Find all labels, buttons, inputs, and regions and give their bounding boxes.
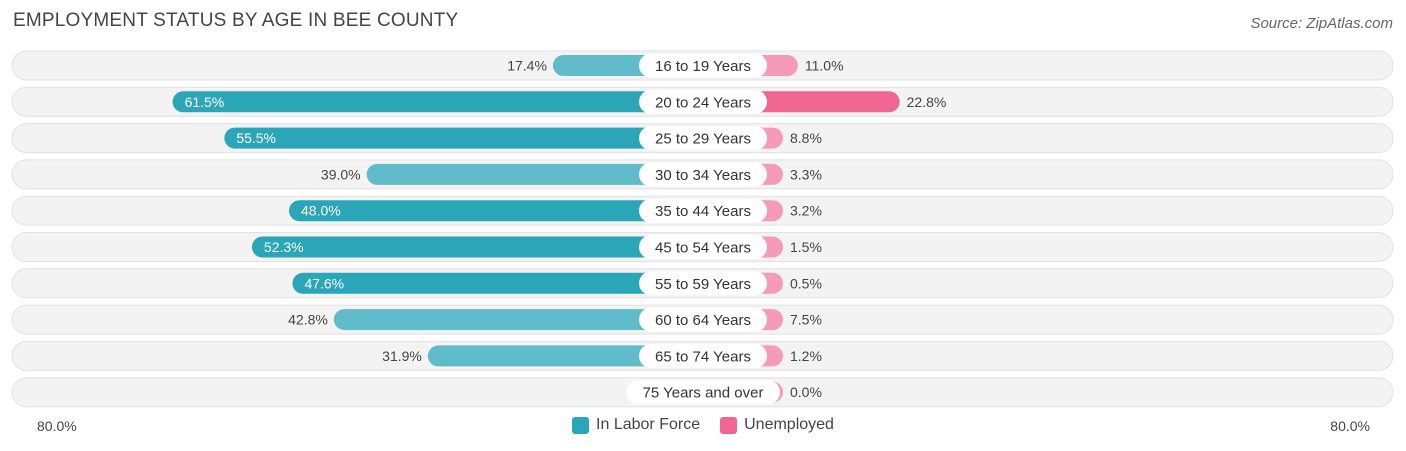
value-label-labor-force: 42.8%: [288, 312, 328, 328]
category-pill: [639, 343, 767, 368]
value-label-unemployed: 0.5%: [790, 275, 822, 291]
value-label-labor-force: 31.9%: [382, 348, 422, 364]
value-label-labor-force: 55.5%: [236, 130, 276, 146]
category-pill: [639, 162, 767, 187]
value-label-unemployed: 22.8%: [907, 94, 947, 110]
value-label-labor-force: 61.5%: [185, 94, 225, 110]
category-pill: [639, 126, 767, 151]
category-pill: [639, 53, 767, 78]
bar-labor-force: [289, 200, 703, 222]
category-label: 65 to 74 Years: [655, 348, 751, 365]
value-label-labor-force: 52.3%: [264, 239, 304, 255]
category-label: 55 to 59 Years: [655, 276, 751, 293]
category-label: 30 to 34 Years: [655, 167, 751, 184]
bar-labor-force: [292, 272, 703, 294]
legend-label-unemployed: Unemployed: [744, 416, 834, 433]
category-pill: [639, 307, 767, 332]
value-label-labor-force: 47.6%: [304, 275, 344, 291]
bar-labor-force: [224, 127, 703, 149]
category-label: 25 to 29 Years: [655, 131, 751, 148]
value-label-labor-force: 48.0%: [301, 203, 341, 219]
source-label: Source: ZipAtlas.com: [1250, 15, 1393, 32]
value-label-unemployed: 3.3%: [790, 166, 822, 182]
legend-item-unemployed[interactable]: Unemployed: [720, 416, 834, 434]
bar-labor-force: [333, 309, 703, 331]
value-label-unemployed: 11.0%: [805, 58, 844, 74]
category-label: 60 to 64 Years: [655, 312, 751, 329]
legend-swatch-unemployed: [720, 416, 738, 434]
value-label-labor-force: 39.0%: [321, 166, 361, 182]
axis-right-label: 80.0%: [1330, 418, 1370, 434]
chart-title: EMPLOYMENT STATUS BY AGE IN BEE COUNTY: [13, 10, 459, 31]
category-label: 20 to 24 Years: [655, 94, 751, 111]
legend-item-labor-force[interactable]: In Labor Force: [572, 416, 700, 434]
value-label-unemployed: 3.2%: [790, 203, 822, 219]
category-label: 35 to 44 Years: [655, 203, 751, 220]
value-label-labor-force: 17.4%: [507, 58, 547, 74]
category-pill: [626, 380, 780, 405]
value-label-unemployed: 7.5%: [790, 312, 822, 328]
legend-swatch-labor-force: [572, 416, 590, 434]
bar-labor-force: [251, 236, 703, 258]
category-pill: [639, 235, 767, 259]
category-pill: [639, 271, 767, 296]
legend: In Labor Force Unemployed: [0, 416, 1406, 434]
bar-labor-force: [172, 91, 703, 113]
category-pill: [639, 198, 767, 223]
value-label-unemployed: 0.0%: [790, 384, 822, 400]
bar-labor-force: [427, 345, 703, 367]
value-label-unemployed: 8.8%: [790, 130, 822, 146]
bar-labor-force: [366, 163, 703, 185]
category-label: 75 Years and over: [643, 385, 764, 402]
category-pill: [639, 89, 767, 114]
category-label: 45 to 54 Years: [655, 240, 751, 257]
legend-label-labor-force: In Labor Force: [596, 416, 701, 433]
value-label-unemployed: 1.5%: [790, 239, 822, 255]
value-label-unemployed: 1.2%: [790, 348, 822, 364]
axis-left-label: 80.0%: [37, 418, 77, 434]
category-label: 16 to 19 Years: [655, 58, 751, 75]
